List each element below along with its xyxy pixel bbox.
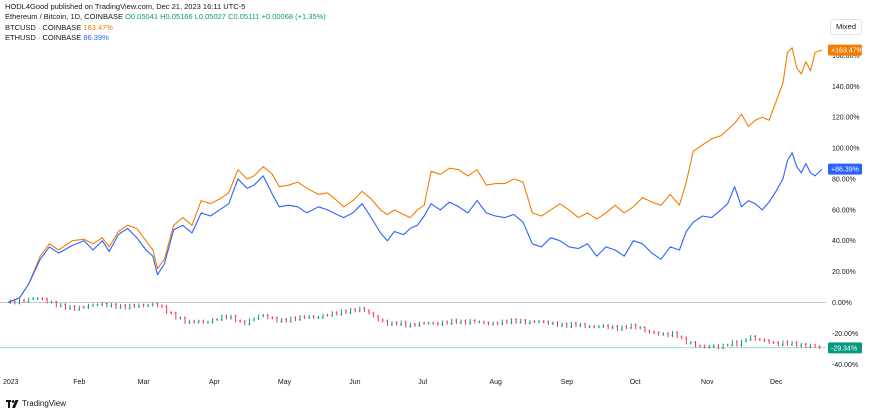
legend-row-eth[interactable]: ETHUSD · COINBASE 86.39% <box>5 33 326 44</box>
tradingview-logo-icon <box>6 399 19 408</box>
change-value: +0.00068 (+1.35%) <box>261 12 326 21</box>
x-tick-label: Sep <box>561 379 574 386</box>
x-tick-label: Jul <box>418 379 427 386</box>
ratio-bar-series <box>9 297 821 350</box>
tradingview-brand-text: TradingView <box>22 399 67 408</box>
btc-line <box>7 47 823 304</box>
line-series-group <box>7 47 823 304</box>
x-tick-label: Oct <box>630 379 641 386</box>
y-tick-label: 160.00% <box>832 53 860 60</box>
ohlc-values: O0.05041 H0.05166 L0.05027 C0.05111 <box>125 12 260 21</box>
y-tick-label: -40.00% <box>832 362 858 369</box>
legend-btc-label: BTCUSD · COINBASE <box>5 22 82 32</box>
x-tick-label: Feb <box>73 379 85 386</box>
legend-main-symbol-row[interactable]: Ethereum / Bitcoin, 1D, COINBASE O0.0504… <box>5 12 326 23</box>
y-tick-label: 20.00% <box>832 269 856 276</box>
price-axis[interactable]: -40.00% -20.00% 0.00% 20.00% 40.00% 60.00% 80.… <box>832 53 860 369</box>
tag-background <box>828 342 862 354</box>
legend-eth-label: ETHUSD · COINBASE <box>5 33 82 42</box>
y-tick-label: 0.00% <box>832 300 852 307</box>
x-tick-label: Nov <box>701 379 714 386</box>
main-symbol-label: Ethereum / Bitcoin, 1D, COINBASE <box>5 12 123 21</box>
x-tick-label: Aug <box>489 379 502 386</box>
x-tick-label: Mar <box>138 379 151 386</box>
tradingview-logo[interactable]: TradingView <box>6 399 66 408</box>
y-tick-label: 60.00% <box>832 207 856 214</box>
time-axis[interactable]: 2023 Feb Mar Apr May Jun Jul Aug Sep Oct Nov Dec <box>3 379 783 386</box>
tag-label: -29.34% <box>831 345 857 352</box>
y-tick-label: -20.00% <box>832 331 858 338</box>
x-tick-label: Apr <box>209 379 221 386</box>
chart-baselines <box>0 302 826 349</box>
eth-line <box>7 152 823 304</box>
tag-label: +163.47% <box>831 48 863 55</box>
tag-background <box>828 44 862 56</box>
y-tick-label: 80.00% <box>832 176 856 183</box>
publisher-line: HODL4Good published on TradingView.com, … <box>5 2 246 11</box>
y-tick-label: 40.00% <box>832 238 856 245</box>
tag-label: +86.39% <box>831 167 859 174</box>
chart-legend: Ethereum / Bitcoin, 1D, COINBASE O0.0504… <box>5 12 326 44</box>
x-tick-label: May <box>278 379 292 386</box>
legend-eth-value: 86.39% <box>83 33 109 42</box>
ratio-last-value-tag: -29.34% <box>828 342 862 354</box>
x-tick-label: Jun <box>349 379 360 386</box>
last-value-tags: +163.47% +86.39% -29.34% <box>828 44 863 354</box>
tag-background <box>828 163 862 175</box>
btc-last-value-tag: +163.47% <box>828 44 863 56</box>
legend-row-btc[interactable]: BTCUSD · COINBASE 163.47% <box>5 23 326 34</box>
y-tick-label: 120.00% <box>832 115 860 122</box>
y-tick-label: 100.00% <box>832 146 860 153</box>
legend-btc-value: 163.47% <box>83 22 113 32</box>
x-tick-label: 2023 <box>3 379 19 386</box>
scale-mode-button[interactable]: Mixed <box>830 19 862 35</box>
x-tick-label: Dec <box>770 379 783 386</box>
eth-last-value-tag: +86.39% <box>828 163 862 175</box>
y-tick-label: 140.00% <box>832 84 860 91</box>
